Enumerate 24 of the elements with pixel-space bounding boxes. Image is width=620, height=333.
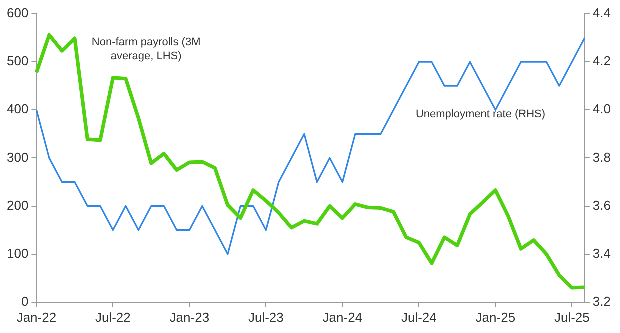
x-tick-label: Jan-22 xyxy=(16,310,57,325)
y2-tick-label: 4.0 xyxy=(592,102,612,117)
y-tick-label: 600 xyxy=(6,6,29,21)
y2-tick-label: 3.2 xyxy=(592,294,612,309)
x-tick-label: Jul-24 xyxy=(401,310,437,325)
y2-tick-label: 4.4 xyxy=(592,6,612,21)
x-tick-label: Jan-25 xyxy=(476,310,516,325)
series-label: Unemployment rate (RHS) xyxy=(416,108,546,121)
y2-tick-label: 3.6 xyxy=(592,198,612,213)
y-tick-label: 200 xyxy=(6,198,29,213)
y-tick-label: 300 xyxy=(6,150,29,165)
y2-tick-label: 4.2 xyxy=(592,54,612,69)
x-tick-label: Jul-22 xyxy=(95,310,131,325)
y-tick-label: 0 xyxy=(21,294,29,309)
x-tick-label: Jan-23 xyxy=(170,310,210,325)
y-tick-label: 400 xyxy=(6,102,29,117)
x-tick-label: Jul-25 xyxy=(554,310,590,325)
y2-tick-label: 3.8 xyxy=(592,150,612,165)
y-tick-label: 500 xyxy=(6,54,29,69)
x-tick-label: Jul-23 xyxy=(248,310,284,325)
series-label: Non-farm payrolls (3M average, LHS) xyxy=(92,36,201,63)
y-tick-label: 100 xyxy=(6,246,29,261)
y2-tick-label: 3.4 xyxy=(592,246,612,261)
x-tick-label: Jan-24 xyxy=(322,310,363,325)
